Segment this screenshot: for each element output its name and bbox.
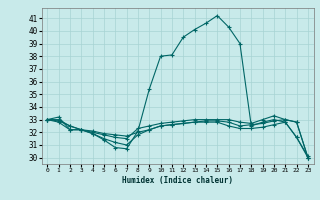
X-axis label: Humidex (Indice chaleur): Humidex (Indice chaleur) [122, 176, 233, 185]
